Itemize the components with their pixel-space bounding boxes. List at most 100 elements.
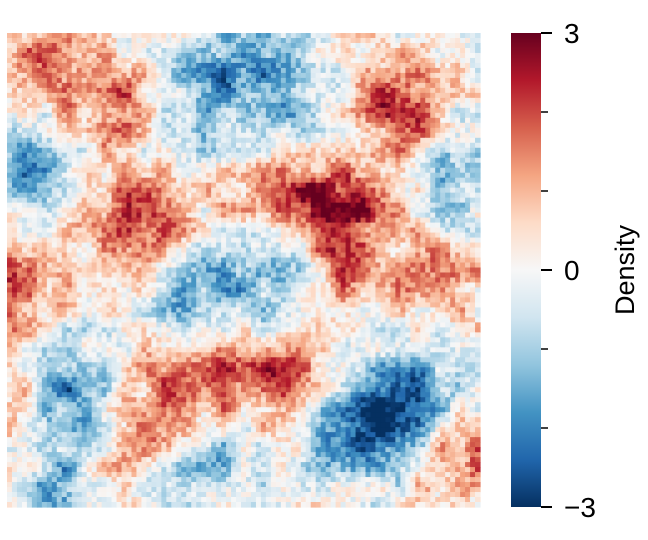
heatmap-cell	[101, 132, 108, 139]
heatmap-cell	[226, 107, 232, 114]
heatmap-cell	[250, 37, 257, 44]
heatmap-cell	[41, 232, 48, 239]
heatmap-cell	[171, 157, 177, 164]
heatmap-cell	[16, 102, 23, 109]
heatmap-cell	[445, 212, 451, 219]
heatmap-cell	[405, 47, 411, 54]
heatmap-cell	[295, 107, 302, 114]
heatmap-cell	[181, 272, 187, 279]
heatmap-cell	[51, 192, 58, 199]
heatmap-cell	[365, 272, 372, 279]
heatmap-cell	[111, 242, 118, 249]
heatmap-cell	[156, 287, 162, 294]
heatmap-cell	[161, 137, 167, 144]
heatmap-cell	[181, 97, 187, 104]
heatmap-cell	[355, 287, 362, 294]
heatmap-cell	[111, 252, 118, 259]
heatmap-cell	[131, 247, 138, 254]
heatmap-cell	[285, 52, 292, 59]
heatmap-cell	[221, 127, 227, 134]
heatmap-cell	[375, 37, 382, 44]
heatmap-cell	[265, 217, 272, 224]
heatmap-cell	[236, 87, 242, 94]
heatmap-cell	[36, 127, 43, 134]
heatmap-cell	[71, 272, 78, 279]
heatmap-cell	[26, 137, 33, 144]
heatmap-cell	[400, 197, 406, 204]
heatmap-cell	[445, 217, 451, 224]
heatmap-cell	[221, 262, 227, 269]
heatmap-cell	[265, 277, 272, 284]
heatmap-cell	[290, 82, 297, 89]
heatmap-cell	[270, 82, 277, 89]
heatmap-cell	[350, 197, 357, 204]
heatmap-cell	[111, 187, 118, 194]
heatmap-cell	[245, 187, 252, 194]
heatmap-cell	[275, 187, 282, 194]
heatmap-cell	[385, 57, 391, 64]
heatmap-cell	[455, 57, 461, 64]
heatmap-cell	[26, 192, 33, 199]
heatmap-cell	[310, 212, 317, 219]
heatmap-cell	[435, 102, 441, 109]
heatmap-cell	[41, 47, 48, 54]
heatmap-cell	[390, 167, 396, 174]
heatmap-cell	[151, 67, 157, 74]
heatmap-cell	[196, 232, 202, 239]
heatmap-cell	[136, 247, 143, 254]
heatmap-cell	[36, 202, 43, 209]
heatmap-cell	[355, 157, 362, 164]
heatmap-cell	[96, 207, 103, 214]
heatmap-cell	[196, 132, 202, 139]
heatmap-cell	[211, 187, 217, 194]
heatmap-cell	[400, 97, 406, 104]
heatmap-cell	[390, 252, 396, 259]
heatmap-cell	[156, 212, 162, 219]
heatmap-cell	[56, 132, 63, 139]
heatmap-cell	[290, 77, 297, 84]
heatmap-cell	[66, 237, 73, 244]
heatmap-cell	[365, 137, 372, 144]
heatmap-cell	[201, 97, 207, 104]
heatmap-cell	[166, 202, 172, 209]
heatmap-cell	[290, 207, 297, 214]
heatmap-cell	[260, 157, 267, 164]
heatmap-cell	[475, 217, 481, 224]
heatmap-cell	[66, 112, 73, 119]
heatmap-cell	[470, 47, 476, 54]
heatmap-cell	[455, 287, 461, 294]
heatmap-cell	[275, 72, 282, 79]
heatmap-cell	[236, 162, 242, 169]
heatmap-cell	[445, 87, 451, 94]
heatmap-cell	[350, 107, 357, 114]
heatmap-cell	[330, 277, 337, 284]
heatmap-cell	[260, 202, 267, 209]
heatmap-cell	[275, 62, 282, 69]
heatmap-cell	[186, 157, 192, 164]
heatmap-cell	[280, 37, 287, 44]
heatmap-cell	[141, 162, 148, 169]
heatmap-cell	[231, 57, 237, 64]
heatmap-cell	[380, 182, 386, 189]
heatmap-cell	[265, 82, 272, 89]
heatmap-cell	[46, 37, 53, 44]
heatmap-cell	[400, 262, 406, 269]
heatmap-cell	[196, 212, 202, 219]
heatmap-cell	[86, 127, 93, 134]
heatmap-cell	[176, 87, 182, 94]
heatmap-cell	[46, 122, 53, 129]
heatmap-cell	[265, 237, 272, 244]
heatmap-cell	[245, 52, 252, 59]
heatmap-cell	[186, 137, 192, 144]
heatmap-cell	[216, 237, 222, 244]
heatmap-cell	[295, 212, 302, 219]
heatmap-cell	[11, 242, 18, 249]
heatmap-cell	[430, 252, 436, 259]
heatmap-cell	[290, 287, 297, 294]
heatmap-cell	[390, 92, 396, 99]
heatmap-cell	[350, 57, 357, 64]
heatmap-cell	[121, 82, 128, 89]
heatmap-cell	[450, 162, 456, 169]
heatmap-cell	[96, 47, 103, 54]
heatmap-cell	[166, 62, 172, 69]
